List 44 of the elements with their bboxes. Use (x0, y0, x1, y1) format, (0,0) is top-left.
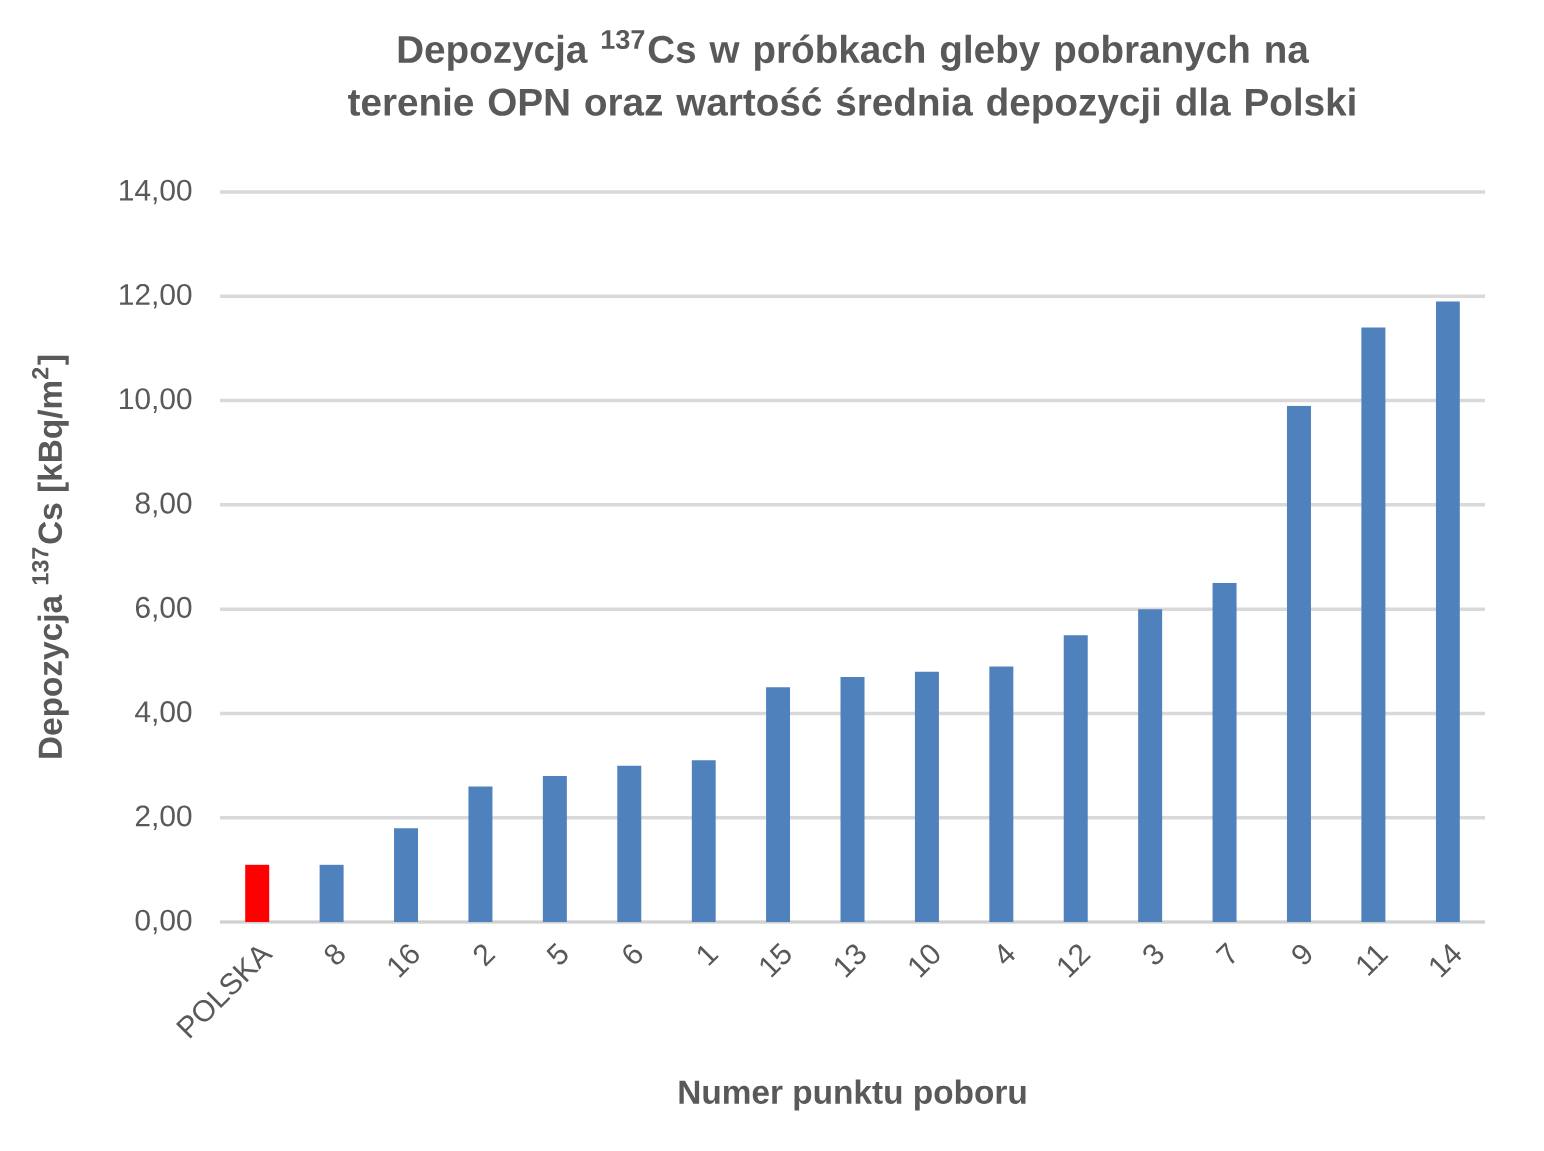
bar (468, 786, 493, 922)
x-tick-label: 11 (1357, 945, 1389, 977)
y-tick-label: 8,00 (135, 492, 192, 518)
x-tick-label: 9 (1292, 944, 1312, 965)
x-axis-title: Numer punktu poboru (679, 1079, 1026, 1111)
y-tick-label: 10,00 (120, 388, 192, 413)
x-tick-label: 1 (697, 945, 719, 966)
bar (1361, 327, 1386, 922)
x-tick-label: 16 (388, 944, 419, 978)
bar (1063, 635, 1088, 922)
y-tick-label: 4,00 (135, 701, 192, 726)
y-tick-label: 6,00 (135, 596, 192, 622)
x-tick-label: 5 (546, 942, 568, 965)
x-tick-label: 15 (760, 942, 791, 978)
y-tick-label: 14,00 (120, 179, 192, 205)
bar (542, 776, 567, 922)
bar (766, 687, 791, 922)
x-tick-label: 2 (473, 944, 496, 967)
bar (914, 671, 939, 922)
x-tick-label: 6 (623, 944, 643, 964)
y-tick-label: 12,00 (120, 283, 192, 309)
bar (1286, 405, 1311, 922)
x-tick-label: 8 (324, 944, 345, 965)
bar (1435, 301, 1460, 922)
y-axis-title: Depozycja $^{137}$Cs [kBq/m$^{2}$] (32, 355, 69, 758)
bar (245, 864, 270, 922)
y-tick-label: 2,00 (135, 805, 192, 831)
bar (691, 760, 716, 922)
x-tick-label: 14 (1430, 943, 1462, 978)
x-tick-label: 10 (909, 944, 940, 978)
bar (394, 828, 419, 922)
x-tick-label: 7 (1215, 942, 1235, 964)
bar (1212, 583, 1237, 922)
bar (840, 676, 865, 922)
y-tick-label: 0,00 (135, 909, 192, 935)
bar (1138, 609, 1163, 922)
x-tick-label: 3 (1143, 944, 1164, 965)
chart-title: Depozycja $^{137}$Cs w próbkach gleby pobranych na terenie OPN oraz wartość średnia depozycji dla Polski (348, 29, 1355, 124)
bar (617, 765, 642, 922)
x-tick-label: 12 (1058, 944, 1091, 978)
x-tick-label: 13 (835, 944, 866, 978)
x-tick-label: 4 (998, 943, 1015, 964)
bar (319, 864, 344, 922)
bar (989, 666, 1014, 922)
